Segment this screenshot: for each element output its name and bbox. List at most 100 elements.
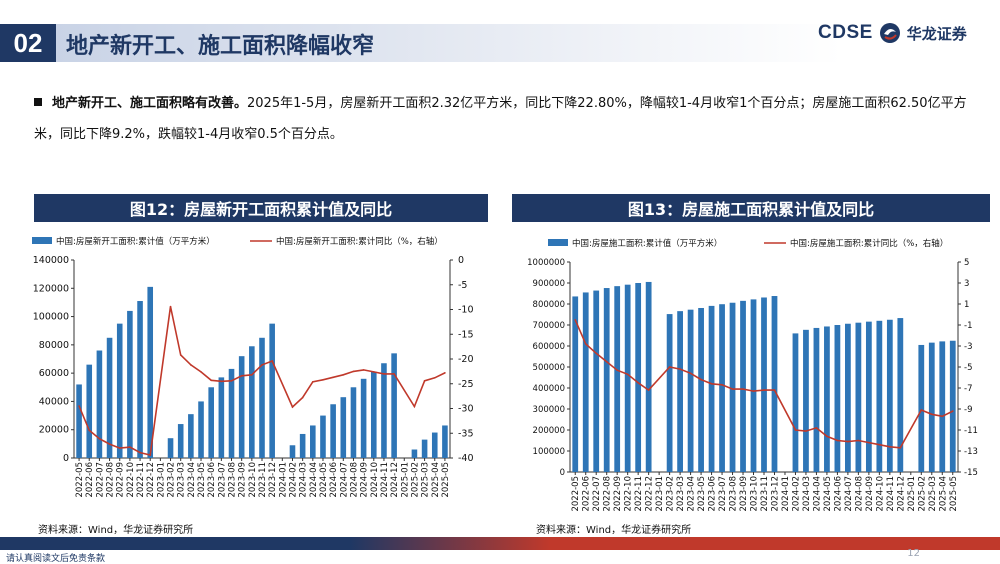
yoy-point <box>342 374 345 376</box>
yoy-point <box>271 360 273 362</box>
x-tick-label: 2024-06 <box>329 462 339 498</box>
yoy-point <box>261 364 263 366</box>
legend-bar-swatch <box>548 239 568 246</box>
brand-logo: CDSE 华龙证券 <box>818 22 967 44</box>
bar <box>411 449 418 458</box>
yoy-point <box>647 389 650 391</box>
y-tick-label: 20000 <box>39 425 69 436</box>
yoy-point <box>752 390 755 392</box>
summary-lead: 地产新开工、施工面积略有改善。 <box>52 96 248 111</box>
x-tick-label: 2023-10 <box>248 462 258 498</box>
y2-tick-label: -25 <box>458 379 474 390</box>
yoy-point <box>312 380 314 383</box>
x-tick-label: 2023-10 <box>750 476 760 512</box>
yoy-point <box>742 388 744 390</box>
yoy-point <box>721 384 723 386</box>
x-tick-label: 2023-06 <box>708 476 718 512</box>
y-tick-label: 120000 <box>33 283 69 294</box>
bar <box>106 337 113 458</box>
yoy-point <box>332 376 334 379</box>
chart-13-heading: 图13：房屋施工面积累计值及同比 <box>512 194 990 222</box>
bar <box>238 356 245 458</box>
y-tick-label: 500000 <box>533 363 565 373</box>
bar <box>865 321 872 472</box>
y-tick-label: 40000 <box>39 396 69 407</box>
x-tick-label: 2022-07 <box>592 476 602 512</box>
x-tick-label: 2022-10 <box>624 476 634 512</box>
bar <box>259 337 265 458</box>
x-tick-label: 2024-05 <box>823 476 833 512</box>
x-tick-label: 2024-09 <box>360 462 370 498</box>
yoy-point <box>941 415 944 418</box>
yoy-point <box>805 430 807 432</box>
x-tick-label: 2022-06 <box>85 462 95 498</box>
bar <box>939 341 946 472</box>
bar <box>198 401 204 458</box>
y2-tick-label: -13 <box>964 447 978 457</box>
bar <box>897 318 904 472</box>
bar <box>310 425 316 458</box>
y2-tick-label: -35 <box>458 428 474 439</box>
x-tick-label: 2024-10 <box>875 476 885 512</box>
x-tick-label: 2025-04 <box>938 476 948 512</box>
yoy-point <box>240 375 243 377</box>
y-tick-label: 300000 <box>533 405 565 415</box>
yoy-point <box>605 360 608 363</box>
x-tick-label: 2025-01 <box>400 462 410 498</box>
x-tick-label: 2022-11 <box>634 476 644 512</box>
x-tick-label: 2023-02 <box>167 462 177 498</box>
yoy-point <box>352 370 355 373</box>
yoy-point <box>763 389 765 391</box>
x-tick-label: 2023-04 <box>687 476 697 512</box>
bar <box>188 414 194 458</box>
chart-12: 中国:房屋新开工面积:累计值（万平方米） 中国:房屋新开工面积:累计同比（%，右轴… <box>32 236 474 498</box>
bar <box>928 342 935 472</box>
bar <box>147 286 154 458</box>
x-tick-label: 2024-09 <box>865 476 875 512</box>
x-tick-label: 2023-08 <box>729 476 739 512</box>
bar <box>750 299 757 472</box>
bar <box>614 286 621 472</box>
x-tick-label: 2022-09 <box>116 462 126 498</box>
bar <box>719 304 725 472</box>
x-tick-label: 2023-08 <box>228 462 238 498</box>
bar <box>177 424 184 458</box>
legend-line-label: 中国:房屋施工面积:累计同比（%，右轴） <box>790 238 948 249</box>
bar <box>593 290 600 472</box>
bar <box>391 353 397 458</box>
y2-tick-label: 5 <box>964 258 969 268</box>
x-tick-label: 2025-03 <box>421 462 431 498</box>
bar <box>635 283 642 472</box>
y2-tick-label: -5 <box>458 280 467 291</box>
x-tick-label: 2023-01 <box>156 462 166 498</box>
bar <box>729 302 736 472</box>
x-tick-label: 2023-02 <box>666 476 676 512</box>
x-tick-label: 2022-12 <box>645 476 655 512</box>
yoy-point <box>889 446 891 448</box>
yoy-point <box>951 410 954 412</box>
yoy-point <box>700 378 702 381</box>
x-tick-label: 2023-03 <box>676 476 686 512</box>
y2-tick-label: -40 <box>458 453 474 464</box>
yoy-line <box>574 319 954 449</box>
x-tick-label: 2023-09 <box>238 462 248 498</box>
bar <box>340 397 347 458</box>
yoy-point <box>118 447 121 449</box>
yoy-point <box>847 440 849 443</box>
yoy-point <box>574 318 577 321</box>
yoy-point <box>444 372 446 374</box>
x-tick-label: 2023-07 <box>217 462 227 498</box>
section-number: 02 <box>0 24 56 62</box>
yoy-point <box>878 443 881 446</box>
bar <box>803 329 809 472</box>
x-tick-label: 2025-05 <box>441 462 451 498</box>
y-tick-label: 80000 <box>39 340 69 351</box>
logo-text: CDSE <box>818 22 873 43</box>
bar <box>677 311 683 472</box>
title-bar <box>56 24 842 62</box>
bar <box>761 297 767 472</box>
yoy-point <box>200 371 202 373</box>
bar <box>289 445 296 458</box>
bar <box>624 284 631 472</box>
x-tick-label: 2023-11 <box>760 476 770 512</box>
